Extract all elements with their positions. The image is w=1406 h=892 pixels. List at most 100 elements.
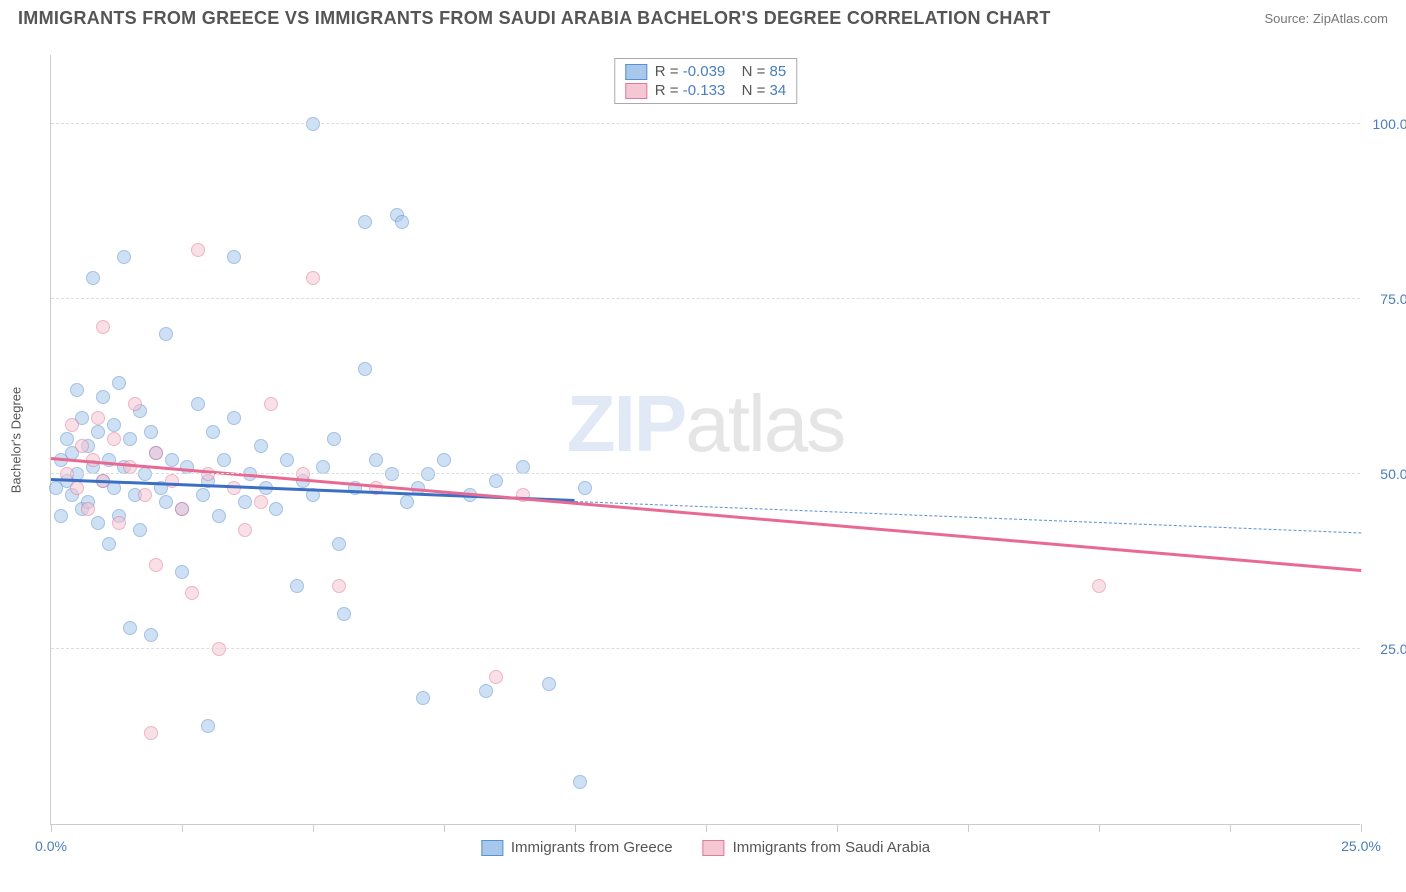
- data-point: [123, 432, 137, 446]
- data-point: [191, 397, 205, 411]
- data-point: [191, 243, 205, 257]
- y-axis-label: Bachelor's Degree: [9, 386, 24, 493]
- data-point: [1092, 579, 1106, 593]
- y-tick-label: 25.0%: [1365, 641, 1406, 657]
- chart-area: Bachelor's Degree ZIPatlas R = -0.039 N …: [50, 55, 1360, 825]
- data-point: [421, 467, 435, 481]
- data-point: [81, 502, 95, 516]
- data-point: [96, 390, 110, 404]
- stat-n-label: N = 85: [733, 63, 786, 80]
- data-point: [395, 215, 409, 229]
- legend-stats: R = -0.039 N = 85 R = -0.133 N = 34: [614, 58, 797, 104]
- data-point: [117, 250, 131, 264]
- gridline: [51, 648, 1360, 649]
- data-point: [489, 670, 503, 684]
- y-tick-label: 75.0%: [1365, 291, 1406, 307]
- data-point: [369, 453, 383, 467]
- data-point: [201, 719, 215, 733]
- data-point: [217, 453, 231, 467]
- x-tick-label: 25.0%: [1341, 838, 1381, 854]
- data-point: [479, 684, 493, 698]
- swatch-greece-bottom: [481, 840, 503, 856]
- data-point: [206, 425, 220, 439]
- data-point: [91, 516, 105, 530]
- data-point: [70, 383, 84, 397]
- y-tick-label: 100.0%: [1365, 116, 1406, 132]
- trend-line: [51, 457, 1361, 572]
- watermark-thin: atlas: [685, 379, 844, 468]
- legend-bottom: Immigrants from Greece Immigrants from S…: [481, 839, 930, 856]
- data-point: [212, 509, 226, 523]
- data-point: [385, 467, 399, 481]
- swatch-greece: [625, 64, 647, 80]
- watermark-bold: ZIP: [567, 379, 685, 468]
- data-point: [175, 502, 189, 516]
- data-point: [138, 467, 152, 481]
- data-point: [358, 215, 372, 229]
- data-point: [91, 411, 105, 425]
- stat-r-value-1: -0.133: [683, 82, 726, 99]
- data-point: [573, 775, 587, 789]
- data-point: [316, 460, 330, 474]
- data-point: [306, 271, 320, 285]
- x-tick: [1099, 824, 1100, 832]
- data-point: [123, 621, 137, 635]
- data-point: [196, 488, 210, 502]
- data-point: [144, 628, 158, 642]
- data-point: [54, 509, 68, 523]
- data-point: [112, 376, 126, 390]
- data-point: [70, 481, 84, 495]
- data-point: [212, 642, 226, 656]
- data-point: [337, 607, 351, 621]
- data-point: [254, 495, 268, 509]
- gridline: [51, 298, 1360, 299]
- legend-stats-row-0: R = -0.039 N = 85: [625, 62, 786, 81]
- stat-n-value-1: 34: [770, 82, 787, 99]
- data-point: [102, 537, 116, 551]
- data-point: [107, 432, 121, 446]
- data-point: [138, 488, 152, 502]
- stat-r-label: R = -0.039: [655, 63, 725, 80]
- legend-label-greece: Immigrants from Greece: [511, 839, 673, 856]
- data-point: [107, 418, 121, 432]
- data-point: [165, 453, 179, 467]
- stat-r-label: R = -0.133: [655, 82, 725, 99]
- data-point: [96, 320, 110, 334]
- legend-stats-row-1: R = -0.133 N = 34: [625, 81, 786, 100]
- data-point: [306, 117, 320, 131]
- data-point: [60, 432, 74, 446]
- legend-label-saudi: Immigrants from Saudi Arabia: [733, 839, 931, 856]
- watermark: ZIPatlas: [567, 378, 844, 470]
- data-point: [542, 677, 556, 691]
- data-point: [133, 523, 147, 537]
- x-tick: [1361, 824, 1362, 832]
- data-point: [75, 439, 89, 453]
- legend-item-saudi: Immigrants from Saudi Arabia: [703, 839, 931, 856]
- x-tick: [182, 824, 183, 832]
- data-point: [264, 397, 278, 411]
- data-point: [112, 516, 126, 530]
- data-point: [516, 460, 530, 474]
- stat-r-value-0: -0.039: [683, 63, 726, 80]
- data-point: [254, 439, 268, 453]
- swatch-saudi-bottom: [703, 840, 725, 856]
- data-point: [227, 411, 241, 425]
- data-point: [238, 495, 252, 509]
- swatch-saudi: [625, 83, 647, 99]
- data-point: [358, 362, 372, 376]
- data-point: [238, 523, 252, 537]
- data-point: [227, 250, 241, 264]
- data-point: [400, 495, 414, 509]
- x-tick-label: 0.0%: [35, 838, 67, 854]
- data-point: [144, 425, 158, 439]
- data-point: [489, 474, 503, 488]
- stat-n-value-0: 85: [770, 63, 787, 80]
- data-point: [144, 726, 158, 740]
- data-point: [159, 495, 173, 509]
- x-tick: [51, 824, 52, 832]
- data-point: [280, 453, 294, 467]
- data-point: [327, 432, 341, 446]
- data-point: [269, 502, 283, 516]
- y-tick-label: 50.0%: [1365, 466, 1406, 482]
- source-attribution: Source: ZipAtlas.com: [1264, 11, 1388, 26]
